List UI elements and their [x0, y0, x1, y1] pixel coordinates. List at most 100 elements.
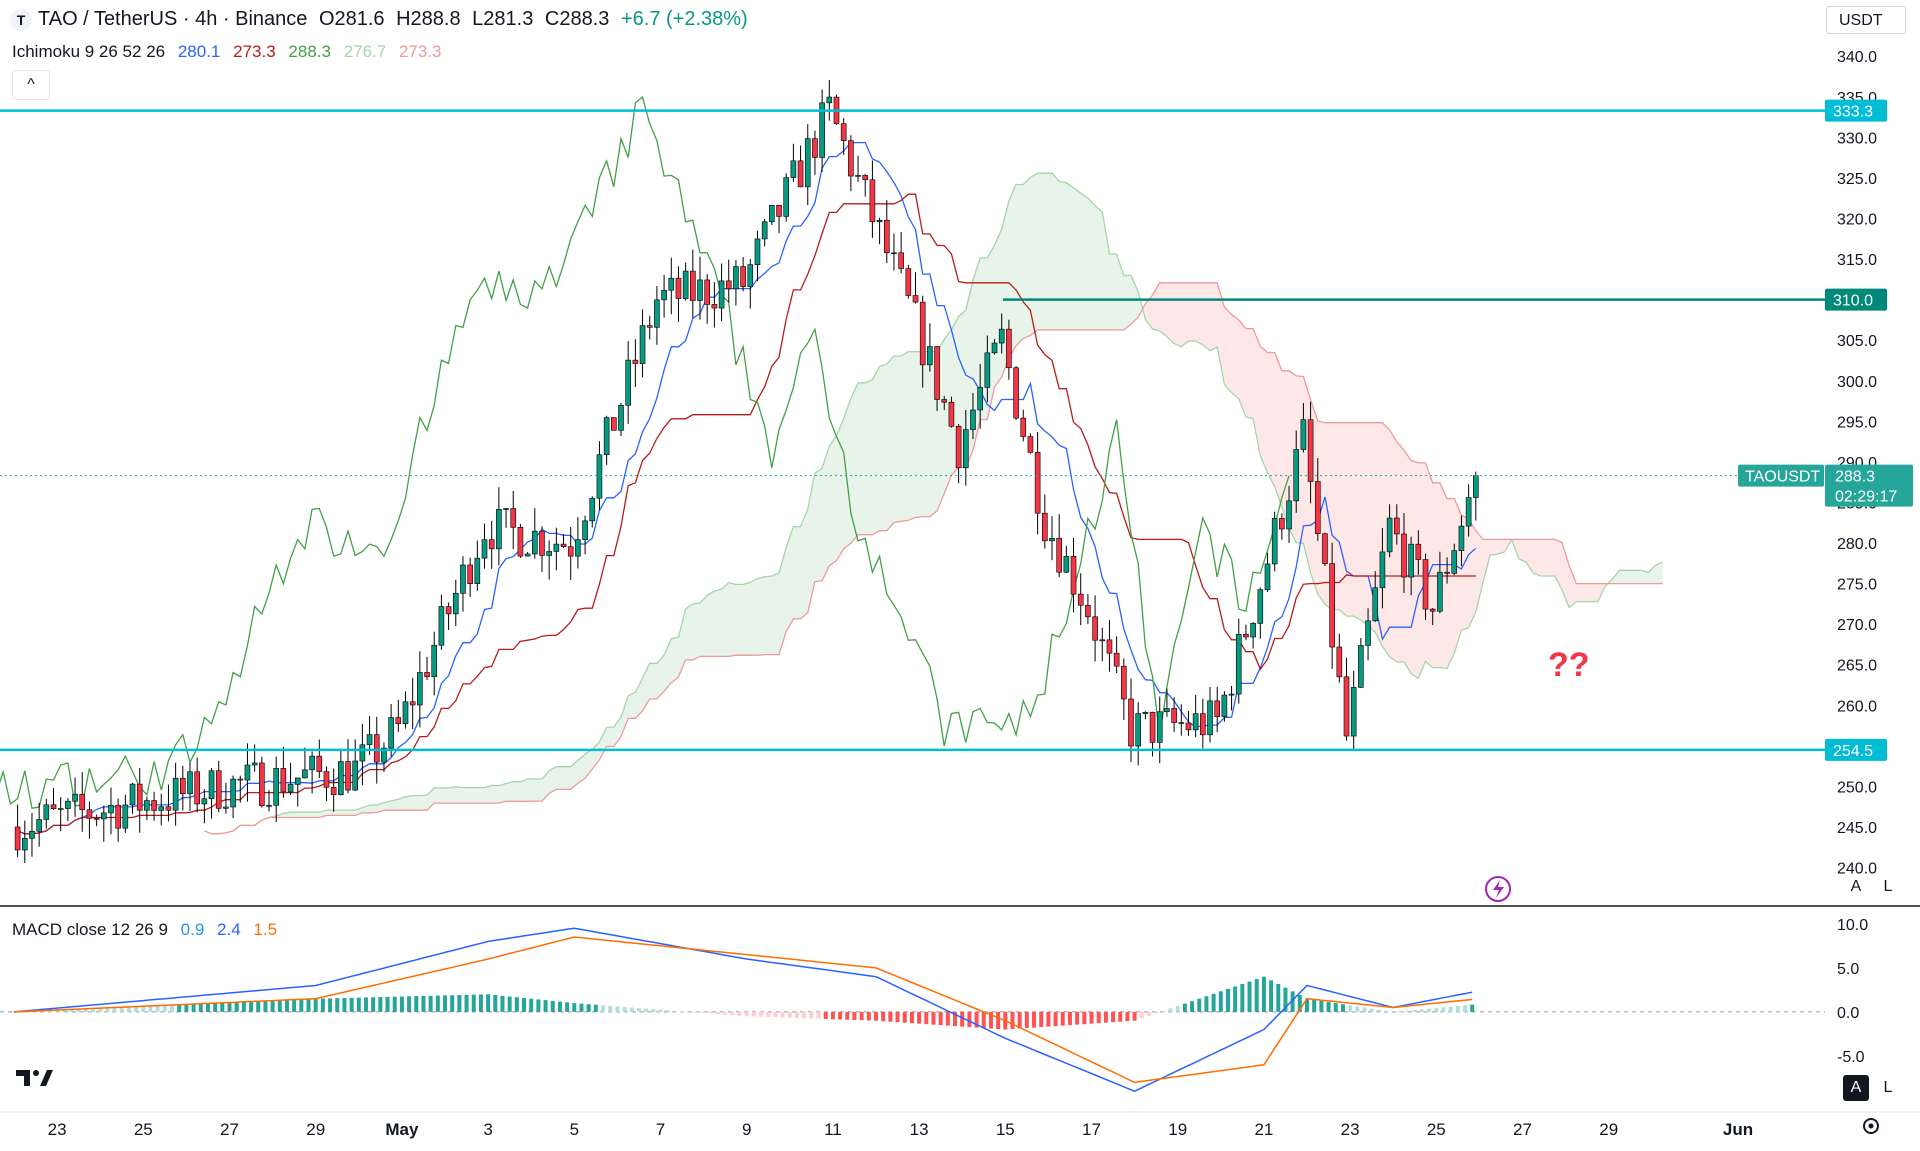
- cloud-segment: [728, 582, 736, 657]
- macd-histogram-bar: [1470, 1004, 1475, 1012]
- macd-histogram-bar: [1168, 1008, 1173, 1012]
- candle-body: [697, 279, 703, 301]
- cloud-segment: [513, 781, 521, 802]
- macd-tick-label: 10.0: [1837, 917, 1868, 934]
- currency-button[interactable]: USDT: [1826, 6, 1906, 34]
- macd-histogram-bar: [191, 1004, 196, 1012]
- candle-body: [711, 304, 718, 309]
- candle-body: [1279, 518, 1285, 530]
- macd-histogram-bar: [794, 1011, 799, 1019]
- candle-body: [1271, 518, 1278, 565]
- candle-body: [840, 123, 847, 141]
- candle-body: [352, 760, 359, 791]
- level-price-tag: [1825, 99, 1887, 122]
- macd-histogram-bar: [148, 1005, 153, 1012]
- candle-body: [704, 279, 710, 305]
- cloud-segment: [1619, 570, 1627, 584]
- candle-body: [524, 553, 531, 557]
- macd-line-value: 2.4: [217, 920, 241, 939]
- cloud-segment: [477, 787, 485, 804]
- current-price-label: 288.3: [1835, 469, 1875, 486]
- macd-auto-scale-button[interactable]: A: [1843, 1075, 1869, 1101]
- cloud-segment: [577, 754, 586, 784]
- candle-body: [539, 530, 545, 556]
- candle-body: [826, 96, 833, 104]
- macd-histogram-bar: [256, 1001, 261, 1012]
- candle-body: [144, 800, 150, 811]
- candle-body: [259, 762, 265, 807]
- cloud-segment: [1202, 282, 1211, 351]
- macd-histogram-bar: [622, 1006, 627, 1012]
- symbol-tag: [1738, 464, 1824, 487]
- price-tick-label: 275.0: [1837, 577, 1877, 594]
- ichimoku-legend[interactable]: Ichimoku 9 26 52 26 280.1 273.3 288.3 27…: [12, 42, 450, 62]
- macd-histogram-bar: [249, 1001, 254, 1012]
- candle-body: [251, 762, 258, 766]
- horizontal-levels[interactable]: 333.3 310.0 254.5 TAOUSDT 288.3 02:29:17: [0, 99, 1913, 761]
- candle-body: [294, 777, 301, 785]
- macd-histogram-bar: [866, 1011, 871, 1021]
- candle-body: [790, 160, 797, 178]
- symbol-logo-icon[interactable]: T: [10, 9, 32, 31]
- candle-body: [395, 717, 402, 725]
- cloud-segment: [1188, 282, 1196, 342]
- macd-histogram-bar: [299, 999, 304, 1012]
- settings-gear-icon[interactable]: [1860, 1115, 1882, 1137]
- time-axis[interactable]: 23 25 27 29 May 3 5 7 9 11 13 15 17 19 21 23 25 27 29 Jun: [48, 1120, 1753, 1139]
- macd-histogram-bar: [284, 999, 289, 1012]
- candle-body: [1142, 711, 1149, 714]
- candle-body: [1473, 475, 1479, 498]
- candle-body: [934, 346, 940, 400]
- candle-body: [919, 301, 926, 366]
- macd-histogram-bar: [1254, 979, 1259, 1012]
- lightning-icon[interactable]: [1485, 876, 1511, 902]
- cloud-segment: [850, 382, 859, 544]
- macd-histogram-bar: [1319, 1000, 1324, 1012]
- macd-histogram-bar: [112, 1007, 117, 1012]
- macd-histogram-bar: [687, 1011, 692, 1013]
- macd-histogram-bar: [1211, 993, 1216, 1012]
- cloud-segment: [901, 351, 909, 522]
- cloud-segment: [685, 604, 693, 660]
- macd-histogram-bar: [205, 1003, 210, 1012]
- macd-histogram-bar: [1125, 1011, 1130, 1022]
- macd-histogram-bar: [895, 1011, 900, 1023]
- macd-histogram-bar: [399, 996, 404, 1012]
- macd-histogram-bar: [170, 1004, 175, 1012]
- macd-histogram-bar: [579, 1003, 584, 1012]
- candle-body: [43, 804, 50, 820]
- candle-body: [991, 342, 998, 354]
- macd-histogram-bar: [759, 1011, 764, 1017]
- candle-body: [1393, 517, 1400, 535]
- time-tick-label: 3: [483, 1120, 492, 1139]
- macd-histogram-bar: [1103, 1011, 1108, 1023]
- cloud-segment: [340, 810, 349, 816]
- symbol-title[interactable]: TAO / TetherUS · 4h · Binance: [38, 8, 308, 30]
- time-tick-label: 27: [220, 1120, 239, 1139]
- candle-body: [309, 755, 315, 771]
- collapse-legend-button[interactable]: ^: [12, 70, 50, 100]
- candle-body: [503, 508, 509, 510]
- cloud-segment: [1253, 328, 1261, 456]
- macd-histogram-bar: [241, 1001, 246, 1012]
- macd-histogram-bar: [414, 996, 419, 1012]
- macd-legend[interactable]: MACD close 12 26 9 0.9 2.4 1.5: [12, 920, 285, 940]
- log-scale-button[interactable]: L: [1883, 878, 1893, 895]
- macd-histogram-bar: [773, 1011, 778, 1018]
- auto-scale-button[interactable]: A: [1850, 878, 1862, 895]
- cloud-segment: [556, 766, 564, 790]
- cloud-segment: [1116, 253, 1124, 330]
- price-change: +6.7 (+2.38%): [620, 8, 748, 30]
- tradingview-logo-icon[interactable]: [14, 1066, 54, 1097]
- price-tick-label: 295.0: [1837, 414, 1877, 431]
- cloud-segment: [412, 795, 420, 811]
- candle-body: [1006, 328, 1012, 369]
- cloud-segment: [721, 582, 729, 657]
- macd-histogram-bar: [1297, 995, 1302, 1012]
- macd-histogram-bar: [852, 1011, 857, 1020]
- cloud-segment: [1123, 275, 1132, 330]
- macd-log-scale-button[interactable]: L: [1883, 1079, 1893, 1096]
- price-tick-label: 340.0: [1837, 49, 1877, 66]
- candle-body: [1034, 452, 1041, 514]
